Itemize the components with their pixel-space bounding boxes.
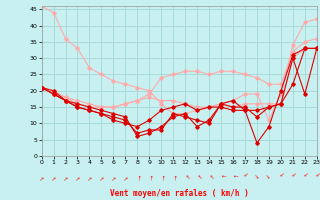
- Text: ↓: ↓: [62, 173, 69, 179]
- Text: ↓: ↓: [242, 173, 248, 179]
- Text: ↓: ↓: [194, 173, 201, 179]
- Text: ↓: ↓: [86, 173, 93, 179]
- Text: ↓: ↓: [98, 173, 105, 179]
- Text: ↓: ↓: [219, 174, 224, 178]
- Text: ↓: ↓: [290, 173, 296, 179]
- Text: ↓: ↓: [38, 173, 45, 179]
- Text: ↓: ↓: [230, 174, 236, 178]
- Text: ↓: ↓: [171, 173, 176, 178]
- Text: Vent moyen/en rafales ( km/h ): Vent moyen/en rafales ( km/h ): [110, 189, 249, 198]
- Text: ↓: ↓: [206, 173, 212, 179]
- Text: ↓: ↓: [266, 173, 272, 179]
- Text: ↓: ↓: [135, 173, 140, 178]
- Text: ↓: ↓: [74, 173, 81, 179]
- Text: ↓: ↓: [277, 173, 284, 179]
- Text: ↓: ↓: [147, 173, 152, 178]
- Text: ↓: ↓: [301, 173, 308, 179]
- Text: ↓: ↓: [159, 173, 164, 178]
- Text: ↓: ↓: [50, 173, 57, 179]
- Text: ↓: ↓: [313, 173, 320, 179]
- Text: ↓: ↓: [122, 173, 129, 179]
- Text: ↓: ↓: [253, 173, 260, 179]
- Text: ↓: ↓: [182, 173, 188, 179]
- Text: ↓: ↓: [110, 173, 117, 179]
